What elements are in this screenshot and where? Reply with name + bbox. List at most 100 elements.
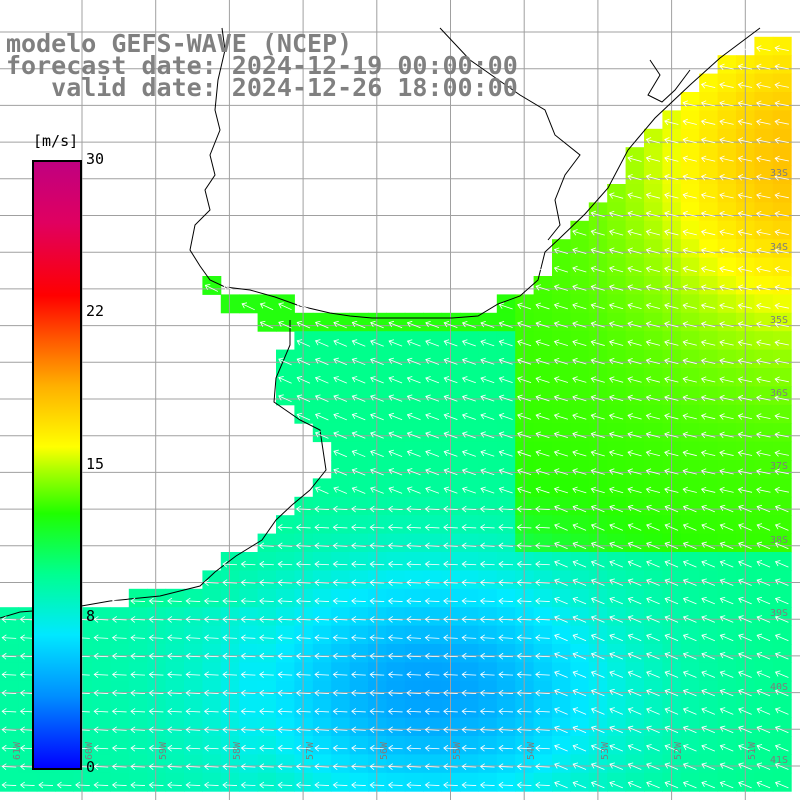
wind-cell <box>607 441 627 461</box>
wind-arrow <box>646 523 660 531</box>
wind-cell <box>294 644 314 663</box>
wind-arrow <box>75 781 90 789</box>
forecast-date: forecast date: 2024-12-19 00:00:00 <box>6 51 518 80</box>
wind-cell <box>220 717 240 737</box>
wind-arrow <box>535 321 550 328</box>
wind-cell <box>460 423 479 443</box>
wind-cell <box>496 404 516 424</box>
wind-cell <box>754 55 774 75</box>
wind-cell <box>754 257 774 277</box>
wind-cell <box>423 386 443 406</box>
latitude-label: 34S <box>770 242 788 253</box>
wind-arrow <box>424 708 440 715</box>
wind-arrow <box>333 339 347 347</box>
wind-cell <box>257 625 277 645</box>
wind-arrow <box>609 247 624 254</box>
wind-cell <box>478 736 498 755</box>
wind-arrow <box>424 524 440 531</box>
wind-arrow <box>756 652 771 660</box>
wind-arrow <box>645 229 661 236</box>
wind-arrow <box>480 468 495 476</box>
wind-cell <box>772 55 792 75</box>
wind-cell <box>404 772 424 792</box>
wind-arrow <box>296 339 311 347</box>
wind-cell <box>368 496 387 516</box>
wind-arrow <box>369 579 385 586</box>
wind-cell <box>423 441 443 461</box>
wind-cell <box>552 460 571 479</box>
wind-arrow <box>701 744 716 752</box>
wind-arrow <box>737 486 753 494</box>
wind-arrow <box>553 431 569 439</box>
wind-arrow <box>645 468 661 475</box>
wind-arrow <box>240 671 256 678</box>
wind-arrow <box>333 468 347 476</box>
wind-arrow <box>424 763 440 770</box>
wind-arrow <box>369 634 385 642</box>
wind-arrow <box>554 725 568 734</box>
wind-arrow <box>719 82 734 89</box>
wind-arrow <box>590 431 605 438</box>
wind-arrow <box>701 762 716 770</box>
wind-arrow <box>516 671 532 678</box>
wind-arrow <box>443 339 458 347</box>
longitude-labels: 61W 60W 59W 58W 57W 56W 55W 54W 53W 52W 51W <box>12 741 758 760</box>
wind-arrow <box>646 615 660 623</box>
wind-arrow <box>1 781 17 789</box>
wind-arrow <box>479 652 495 660</box>
wind-arrow <box>1 634 17 642</box>
wind-arrow <box>351 560 366 568</box>
wind-cell <box>680 349 700 369</box>
wind-arrow <box>664 321 679 328</box>
wind-arrow <box>646 762 660 770</box>
wind-arrow <box>554 523 568 531</box>
wind-arrow <box>756 376 771 383</box>
wind-arrow <box>572 247 587 255</box>
wind-cell <box>441 331 461 351</box>
wind-cell <box>533 478 553 498</box>
wind-arrow <box>314 781 330 789</box>
wind-arrow <box>737 266 753 273</box>
wind-cell <box>276 588 295 608</box>
wind-cell <box>478 607 498 627</box>
wind-arrow <box>498 781 514 789</box>
wind-cell <box>441 441 461 461</box>
wind-cell <box>496 312 516 332</box>
wind-arrow <box>222 579 238 586</box>
wind-arrow <box>554 688 568 697</box>
wind-arrow <box>167 634 182 642</box>
wind-arrow <box>590 596 605 605</box>
wind-cell <box>276 533 295 553</box>
wind-arrow <box>498 449 513 457</box>
wind-arrow <box>756 82 771 89</box>
wind-arrow <box>240 597 256 605</box>
wind-arrow <box>535 413 550 420</box>
wind-cell <box>552 294 571 314</box>
wind-arrow <box>627 155 642 162</box>
wind-cell <box>644 165 663 185</box>
wind-cell <box>570 368 590 387</box>
wind-cell <box>533 515 553 535</box>
wind-cell <box>0 680 19 700</box>
wind-arrow <box>756 596 771 605</box>
wind-arrow <box>222 616 238 623</box>
wind-arrow <box>645 210 661 218</box>
wind-arrow <box>701 596 716 605</box>
wind-cell <box>239 662 259 682</box>
wind-arrow <box>609 744 624 752</box>
wind-cell <box>478 570 498 590</box>
wind-arrow <box>351 449 366 458</box>
wind-arrow <box>682 100 697 107</box>
wind-arrow <box>664 688 679 697</box>
wind-arrow <box>774 174 789 181</box>
wind-arrow <box>424 616 440 623</box>
wind-cell <box>607 294 627 314</box>
wind-cell <box>533 404 553 424</box>
wind-arrow <box>259 616 274 623</box>
wind-cell <box>680 147 700 167</box>
wind-arrow <box>240 616 256 623</box>
wind-arrow <box>553 376 569 383</box>
wind-arrow <box>572 725 587 734</box>
wind-arrow <box>314 560 330 568</box>
